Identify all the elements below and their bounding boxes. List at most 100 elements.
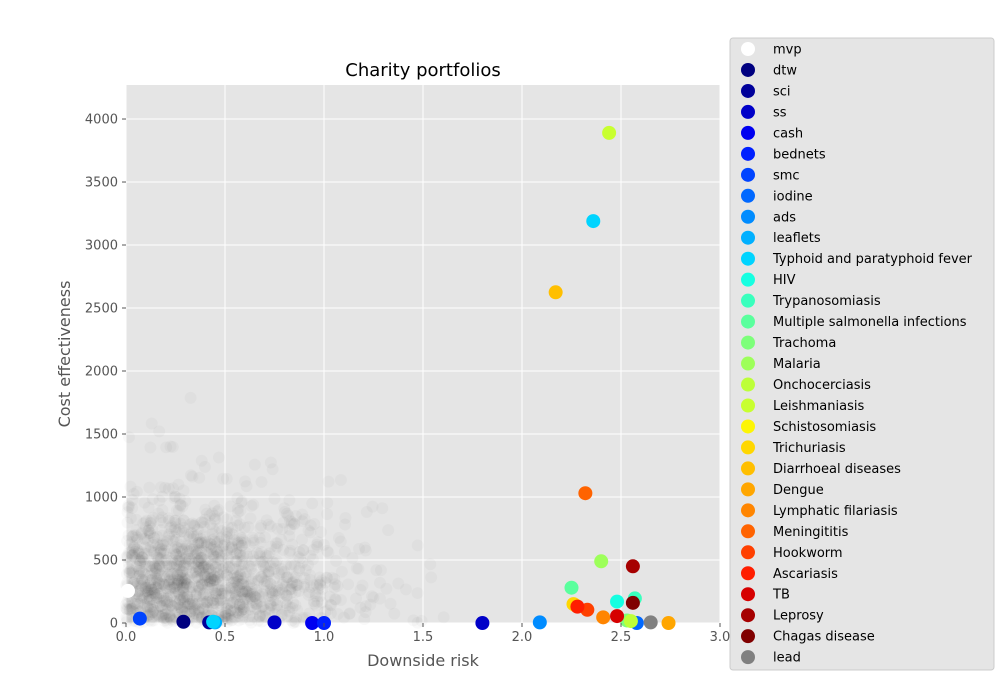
cloud-point bbox=[144, 442, 156, 454]
cloud-point bbox=[221, 603, 233, 615]
x-axis-label: Downside risk bbox=[367, 651, 480, 670]
cloud-point bbox=[166, 589, 178, 601]
legend-label: Lymphatic filariasis bbox=[773, 504, 898, 519]
cloud-point bbox=[146, 417, 158, 429]
x-tick-label: 3.0 bbox=[710, 630, 731, 645]
legend-label: smc bbox=[773, 168, 800, 183]
cloud-point bbox=[229, 593, 241, 605]
y-tick-label: 4000 bbox=[85, 113, 118, 128]
cloud-point bbox=[315, 526, 327, 538]
legend-marker bbox=[741, 650, 755, 665]
legend-label: HIV bbox=[773, 273, 796, 288]
legend-marker bbox=[741, 587, 755, 602]
cloud-point bbox=[276, 583, 288, 595]
legend-marker bbox=[741, 230, 755, 245]
cloud-point bbox=[160, 441, 172, 453]
point-ss bbox=[267, 615, 282, 630]
legend-marker bbox=[741, 251, 755, 266]
cloud-point bbox=[187, 605, 199, 617]
point-lymphatic-filariasis bbox=[596, 610, 611, 625]
legend-label: Onchocerciasis bbox=[773, 378, 871, 393]
cloud-point bbox=[438, 611, 450, 623]
cloud-point bbox=[155, 481, 167, 493]
legend-marker bbox=[741, 461, 755, 476]
cloud-point bbox=[230, 555, 242, 567]
cloud-point bbox=[123, 431, 135, 443]
point-dengue bbox=[661, 616, 676, 630]
x-tick-label: 0.0 bbox=[116, 630, 137, 645]
legend-marker bbox=[741, 482, 755, 497]
cloud-point bbox=[239, 475, 251, 487]
x-tick-label: 2.0 bbox=[512, 630, 533, 645]
y-tick-label: 0 bbox=[110, 617, 118, 632]
cloud-point bbox=[226, 541, 238, 553]
cloud-point bbox=[265, 520, 277, 532]
legend-marker bbox=[741, 146, 755, 161]
legend-label: Ascariasis bbox=[773, 567, 838, 582]
cloud-point bbox=[186, 471, 198, 483]
legend-label: mvp bbox=[773, 43, 802, 58]
cloud-point bbox=[322, 476, 334, 488]
cloud-point bbox=[175, 601, 187, 613]
y-tick-label: 500 bbox=[93, 554, 118, 569]
cloud-point bbox=[260, 551, 272, 563]
point-tb bbox=[610, 609, 625, 624]
y-tick-label: 1500 bbox=[85, 428, 118, 443]
y-tick-label: 1000 bbox=[85, 491, 118, 506]
cloud-point bbox=[144, 590, 156, 602]
cloud-point bbox=[199, 461, 211, 473]
legend-marker bbox=[741, 272, 755, 287]
point-dtw bbox=[176, 614, 191, 629]
cloud-point bbox=[282, 510, 294, 522]
legend-marker bbox=[741, 125, 755, 140]
point-lead bbox=[643, 615, 658, 630]
point-chagas-disease bbox=[625, 595, 640, 610]
point-smc bbox=[132, 611, 147, 626]
legend-label: Hookworm bbox=[773, 546, 843, 561]
cloud-point bbox=[407, 614, 419, 626]
cloud-point bbox=[222, 571, 234, 583]
x-tick-label: 1.5 bbox=[413, 630, 434, 645]
cloud-point bbox=[185, 392, 197, 404]
cloud-point bbox=[374, 577, 386, 589]
series-points bbox=[120, 125, 676, 630]
cloud-point bbox=[294, 562, 306, 574]
legend-label: Schistosomiasis bbox=[773, 420, 876, 435]
cloud-point bbox=[277, 544, 289, 556]
x-tick-label: 2.5 bbox=[611, 630, 632, 645]
cloud-point bbox=[265, 456, 277, 468]
point-cash bbox=[305, 616, 320, 630]
cloud-point bbox=[367, 501, 379, 513]
chart-title: Charity portfolios bbox=[345, 60, 500, 81]
legend-marker bbox=[741, 545, 755, 560]
cloud-point bbox=[335, 474, 347, 486]
cloud-point bbox=[174, 493, 186, 505]
legend-marker bbox=[741, 566, 755, 581]
legend-label: lead bbox=[773, 651, 801, 666]
cloud-point bbox=[355, 602, 367, 614]
cloud-point bbox=[213, 452, 225, 464]
cloud-point bbox=[219, 582, 231, 594]
y-axis-ticks: 0 500 1000 1500 2000 2500 3000 3500 4000 bbox=[85, 113, 126, 632]
cloud-point bbox=[143, 482, 155, 494]
point-ascariasis bbox=[570, 599, 585, 614]
cloud-point bbox=[412, 587, 424, 599]
legend-label: Chagas disease bbox=[773, 630, 875, 645]
point-typhoid-and-paratyphoid-fever bbox=[206, 614, 221, 629]
cloud-point bbox=[382, 524, 394, 536]
cloud-point bbox=[233, 614, 245, 626]
cloud-point bbox=[120, 602, 132, 614]
cloud-point bbox=[204, 568, 216, 580]
cloud-point bbox=[424, 558, 436, 570]
legend-box bbox=[729, 37, 995, 671]
legend-label: dtw bbox=[773, 63, 797, 78]
cloud-point bbox=[276, 523, 288, 535]
cloud-point bbox=[208, 500, 220, 512]
point-malaria bbox=[594, 554, 609, 569]
legend-marker bbox=[741, 335, 755, 350]
legend-marker bbox=[741, 62, 755, 77]
point-onchocerciasis bbox=[623, 614, 638, 629]
legend-marker bbox=[741, 629, 755, 644]
cloud-point bbox=[199, 598, 211, 610]
